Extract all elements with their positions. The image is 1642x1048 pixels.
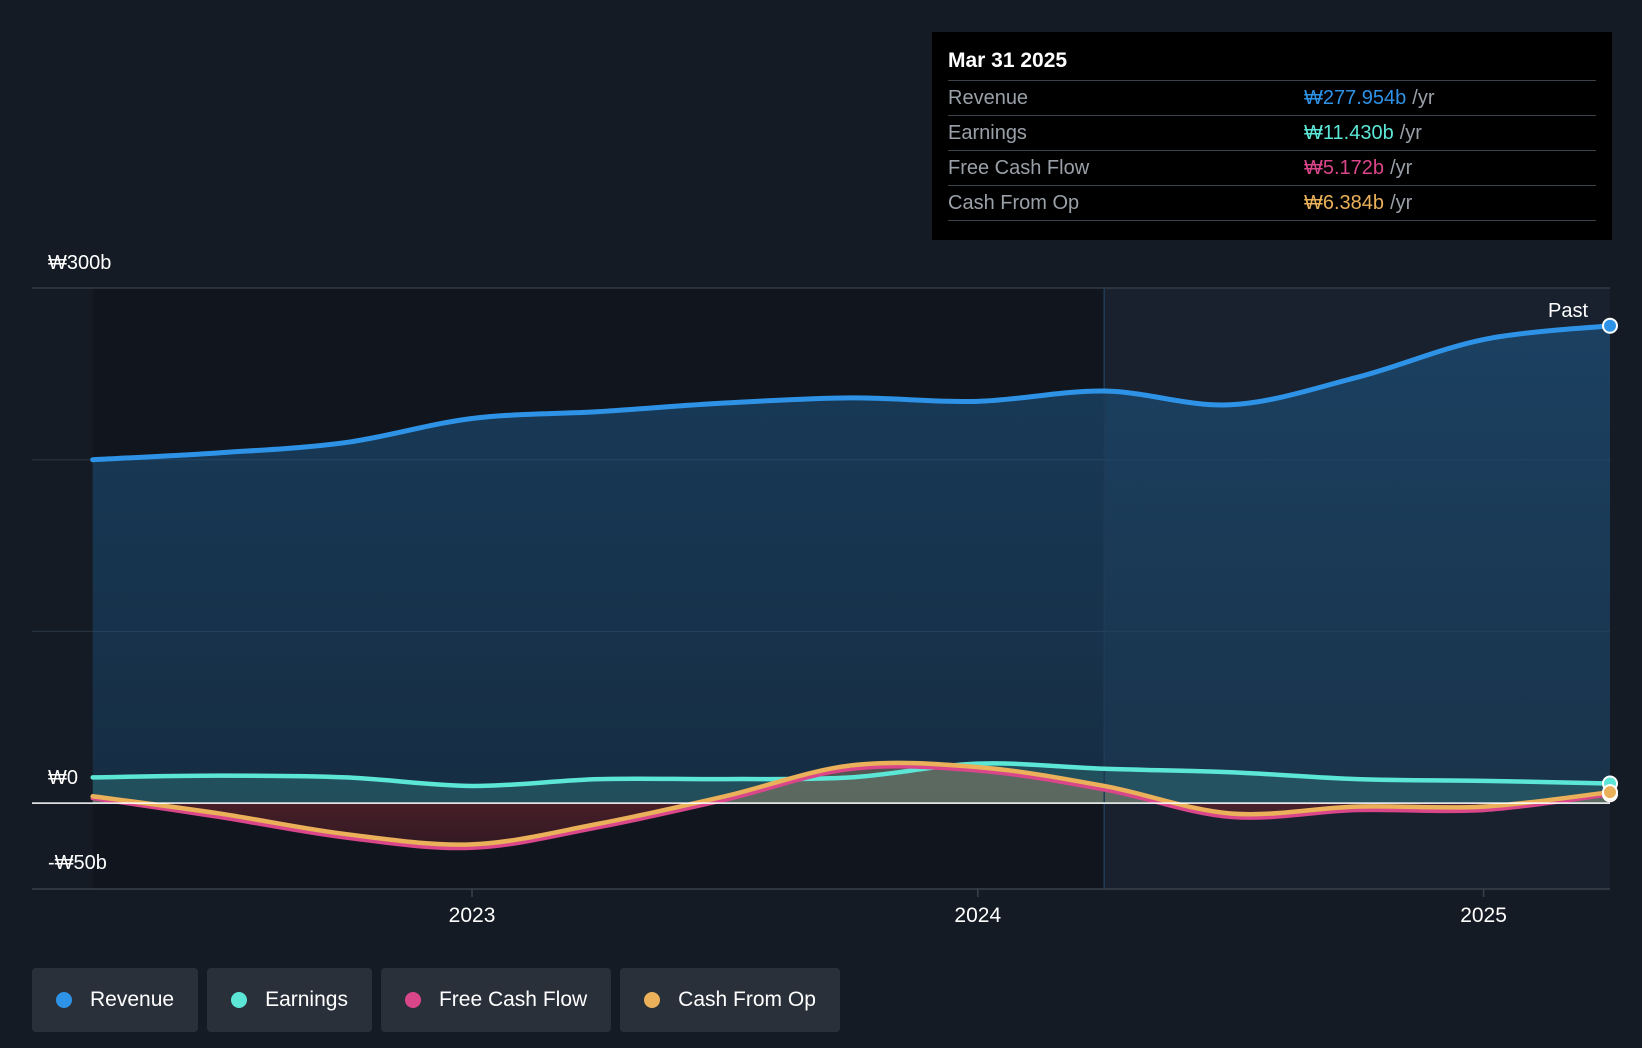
tooltip-value: ₩11.430b [1304,122,1394,144]
x-tick-label: 2025 [1460,904,1507,927]
legend-item-free-cash-flow[interactable]: Free Cash Flow [380,968,612,1032]
cash-from-op-dot-icon [644,992,661,1008]
tooltip: Mar 31 2025 Revenue ₩277.954b /yr Earnin… [932,32,1612,240]
past-label: Past [1548,300,1589,322]
earnings-dot-icon [231,992,248,1008]
revenue-end-marker [1602,317,1618,334]
tooltip-label: Earnings [948,122,1027,144]
cash-from-op-positive-area [92,762,1610,803]
legend-label: Revenue [90,988,175,1011]
y-tick-label-bottom: -₩50b [48,852,107,874]
legend-item-cash-from-op[interactable]: Cash From Op [620,968,840,1032]
x-tick-label: 2024 [954,904,1001,927]
tooltip-date: Mar 31 2025 [948,46,1596,81]
tooltip-label: Cash From Op [948,192,1080,214]
tooltip-unit: /yr [1390,192,1413,214]
legend: Revenue Earnings Free Cash Flow Cash Fro… [32,968,840,1032]
revenue-area [92,325,1611,804]
tooltip-row-revenue: Revenue ₩277.954b /yr [948,81,1596,116]
tooltip-unit: /yr [1390,157,1413,179]
cash-from-op-line [90,760,1613,847]
tooltip-label: Revenue [948,87,1029,109]
earnings-line [90,761,1613,789]
y-tick-label-zero: ₩0 [48,767,78,789]
tooltip-unit: /yr [1412,87,1435,109]
tooltip-value: ₩277.954b [1304,87,1407,109]
series-lines [90,323,1613,851]
free-cash-flow-dot-icon [404,992,421,1008]
revenue-dot-icon [56,992,72,1008]
x-axis: 2023 2024 2025 [449,889,1507,927]
cash-from-op-end-marker [1602,784,1618,801]
series-end-markers [1602,317,1618,803]
tooltip-row-free-cash-flow: Free Cash Flow ₩5.172b /yr [948,151,1596,186]
tooltip-row-earnings: Earnings ₩11.430b /yr [948,116,1596,151]
x-tick-label: 2023 [449,904,496,927]
free-cash-flow-line [90,764,1613,851]
tooltip-label: Free Cash Flow [948,157,1090,179]
tooltip-unit: /yr [1399,122,1422,144]
tooltip-value: ₩5.172b [1304,157,1385,179]
revenue-line [90,323,1613,463]
legend-label: Cash From Op [678,988,816,1011]
legend-item-earnings[interactable]: Earnings [207,968,372,1032]
tooltip-value: ₩6.384b [1304,192,1385,214]
legend-item-revenue[interactable]: Revenue [32,968,199,1032]
legend-label: Earnings [265,988,348,1011]
y-tick-label-top: ₩300b [48,252,112,274]
tooltip-row-cash-from-op: Cash From Op ₩6.384b /yr [948,186,1596,221]
legend-label: Free Cash Flow [438,988,588,1011]
